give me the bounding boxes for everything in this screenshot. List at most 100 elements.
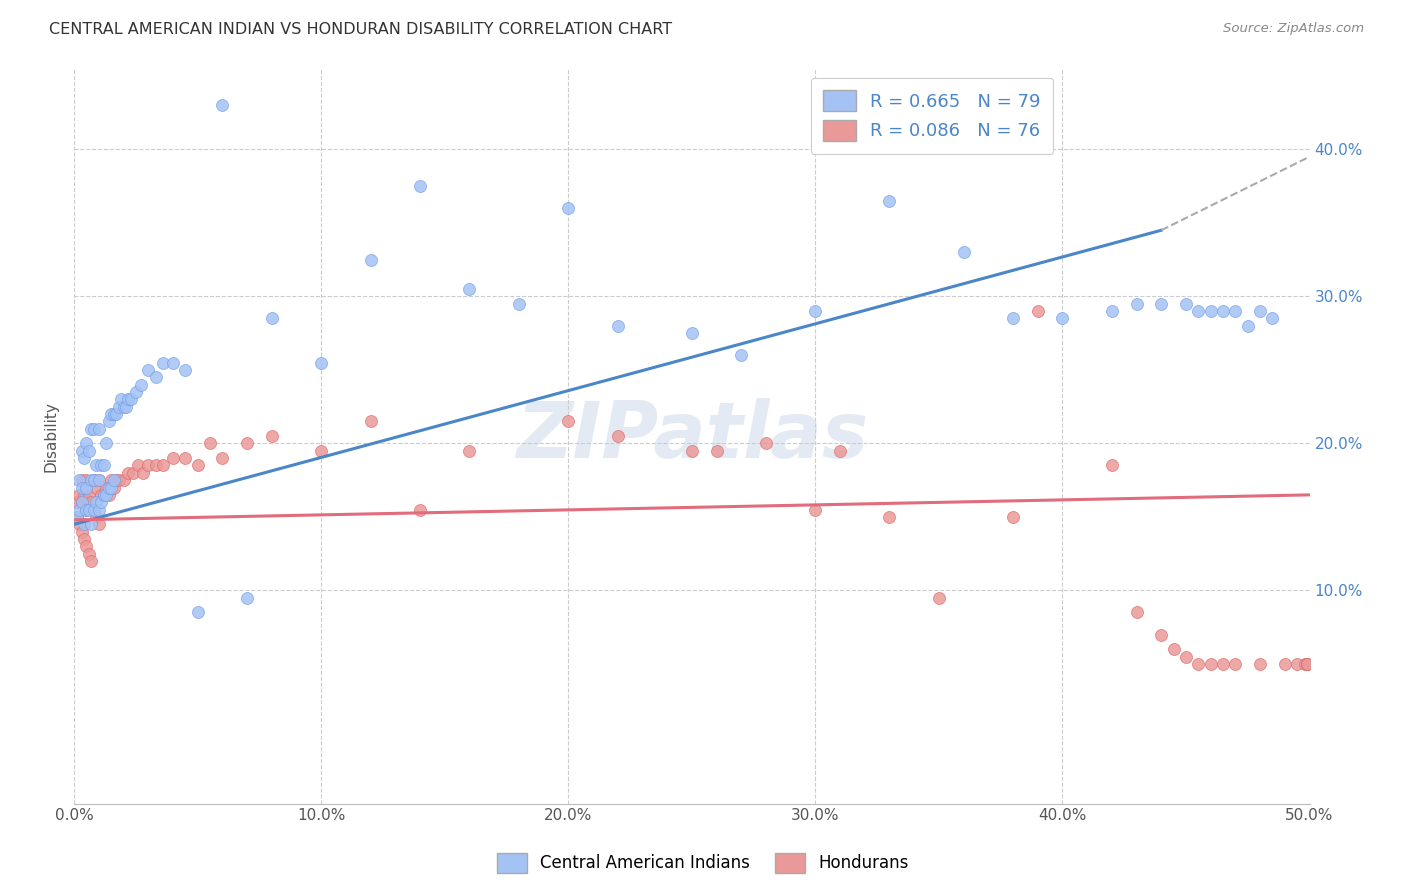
Point	[1199, 657, 1222, 671]
Point	[73, 451, 96, 466]
Point	[681, 326, 703, 340]
Text: ZIPatlas: ZIPatlas	[516, 398, 868, 474]
Point	[83, 473, 105, 487]
Point	[1296, 657, 1319, 671]
Point	[77, 502, 100, 516]
Point	[952, 245, 974, 260]
Point	[755, 436, 778, 450]
Point	[112, 400, 135, 414]
Point	[75, 502, 97, 516]
Point	[87, 517, 110, 532]
Point	[804, 502, 827, 516]
Point	[110, 392, 132, 407]
Point	[730, 348, 752, 362]
Point	[90, 458, 112, 473]
Point	[606, 429, 628, 443]
Point	[1001, 311, 1024, 326]
Point	[83, 502, 105, 516]
Point	[80, 422, 103, 436]
Point	[87, 422, 110, 436]
Point	[100, 473, 122, 487]
Point	[73, 488, 96, 502]
Point	[97, 481, 120, 495]
Point	[103, 407, 125, 421]
Point	[65, 510, 87, 524]
Point	[87, 502, 110, 516]
Point	[1187, 304, 1209, 318]
Point	[100, 407, 122, 421]
Point	[115, 400, 138, 414]
Point	[122, 466, 145, 480]
Point	[136, 458, 159, 473]
Point	[67, 517, 90, 532]
Point	[77, 488, 100, 502]
Y-axis label: Disability: Disability	[44, 401, 58, 472]
Point	[80, 473, 103, 487]
Point	[1261, 311, 1284, 326]
Text: CENTRAL AMERICAN INDIAN VS HONDURAN DISABILITY CORRELATION CHART: CENTRAL AMERICAN INDIAN VS HONDURAN DISA…	[49, 22, 672, 37]
Point	[86, 458, 108, 473]
Point	[103, 473, 125, 487]
Point	[96, 436, 118, 450]
Point	[1296, 657, 1319, 671]
Point	[211, 98, 233, 112]
Point	[508, 297, 530, 311]
Point	[1052, 311, 1074, 326]
Point	[162, 451, 184, 466]
Point	[260, 429, 283, 443]
Point	[127, 458, 149, 473]
Point	[93, 458, 115, 473]
Point	[80, 554, 103, 568]
Point	[1225, 304, 1247, 318]
Point	[557, 201, 579, 215]
Point	[83, 502, 105, 516]
Point	[681, 443, 703, 458]
Point	[145, 370, 167, 384]
Point	[93, 488, 115, 502]
Point	[1296, 657, 1319, 671]
Point	[236, 591, 259, 605]
Point	[1199, 304, 1222, 318]
Point	[67, 473, 90, 487]
Point	[187, 458, 209, 473]
Point	[70, 473, 93, 487]
Point	[86, 495, 108, 509]
Point	[83, 473, 105, 487]
Point	[360, 414, 382, 428]
Point	[86, 481, 108, 495]
Point	[236, 436, 259, 450]
Point	[75, 502, 97, 516]
Point	[70, 481, 93, 495]
Point	[90, 495, 112, 509]
Point	[105, 473, 128, 487]
Point	[409, 179, 432, 194]
Point	[260, 311, 283, 326]
Point	[309, 443, 332, 458]
Point	[80, 495, 103, 509]
Point	[1187, 657, 1209, 671]
Point	[928, 591, 950, 605]
Point	[112, 473, 135, 487]
Point	[103, 481, 125, 495]
Point	[80, 517, 103, 532]
Point	[1150, 297, 1173, 311]
Point	[65, 495, 87, 509]
Point	[120, 392, 142, 407]
Point	[90, 488, 112, 502]
Point	[1163, 642, 1185, 657]
Point	[105, 407, 128, 421]
Point	[606, 318, 628, 333]
Point	[1125, 606, 1147, 620]
Point	[1249, 657, 1271, 671]
Point	[1236, 318, 1258, 333]
Point	[1125, 297, 1147, 311]
Text: Source: ZipAtlas.com: Source: ZipAtlas.com	[1223, 22, 1364, 36]
Point	[77, 547, 100, 561]
Point	[83, 422, 105, 436]
Point	[152, 458, 174, 473]
Legend: R = 0.665   N = 79, R = 0.086   N = 76: R = 0.665 N = 79, R = 0.086 N = 76	[811, 78, 1053, 153]
Point	[107, 400, 129, 414]
Point	[67, 488, 90, 502]
Point	[1249, 304, 1271, 318]
Point	[1026, 304, 1049, 318]
